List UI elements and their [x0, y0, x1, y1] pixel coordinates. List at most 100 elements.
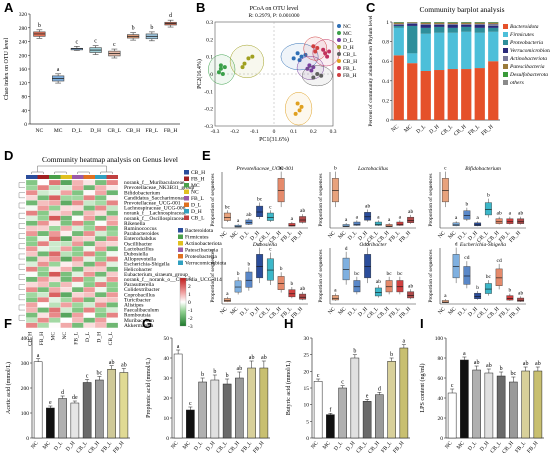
d-row-label: Enterorhabdus: [124, 236, 156, 242]
c-y-tick-label: 1: [386, 20, 389, 26]
g-x-tick-label: D_H: [205, 440, 216, 452]
b-point: [297, 108, 302, 113]
a-y-tick-label: 0: [24, 122, 27, 128]
b-legend-marker: [337, 66, 341, 70]
i-x-tick-label: MC: [456, 440, 466, 451]
b-point: [307, 63, 312, 68]
e-sig-letter: c: [269, 247, 272, 253]
d-cell: [71, 307, 84, 313]
d-cell: [25, 179, 38, 186]
d-cell: [37, 307, 50, 313]
d-cell: [106, 317, 119, 323]
d-cell: [94, 179, 107, 186]
d-group-bar: [26, 175, 38, 179]
d-cell: [94, 230, 107, 237]
d-cell: [94, 251, 107, 257]
i-y-label: LPS content (ng/ml): [419, 364, 426, 413]
d-cell: [106, 287, 119, 293]
d-cell: [94, 190, 107, 196]
i-sig-letter: ab: [486, 363, 492, 369]
d-cell: [71, 236, 84, 242]
d-cell: [83, 307, 96, 313]
e-box: [474, 292, 482, 299]
d-group-bar: [37, 175, 49, 179]
c-bar-segment: [420, 33, 431, 71]
a-x-tick-label: D_L: [72, 128, 83, 134]
d-row-label: Bifidobacterium: [124, 189, 161, 196]
e-box: [517, 218, 525, 224]
i-sig-letter: ab: [523, 361, 529, 367]
d-cell: [60, 225, 73, 232]
d-cell: [83, 205, 96, 211]
d-cell: [48, 241, 61, 247]
e-sig-letter: a: [356, 214, 359, 220]
g-x-tick-label: NC: [170, 440, 180, 450]
i-x-tick-label: D_L: [467, 440, 478, 452]
f-bar: [33, 361, 43, 439]
d-cell: [106, 307, 119, 313]
e-subplot-title: Escherichia-Shigella: [459, 242, 506, 248]
e-box: [441, 178, 449, 203]
c-x-tick-label: MC: [403, 124, 414, 134]
i-bar: [472, 369, 481, 439]
b-point: [313, 49, 318, 54]
c-bar-segment: [407, 23, 418, 26]
e-x-tick-label: FB_H: [290, 306, 304, 320]
b-legend-marker: [337, 73, 341, 77]
h-y-tick-label: 25: [304, 353, 310, 359]
f-x-tick-label: NC: [30, 440, 40, 450]
a-x-tick-label: FB_H: [164, 128, 177, 134]
d-cell: [48, 287, 61, 293]
c-bar-segment: [461, 31, 472, 70]
h-bar: [313, 381, 323, 439]
b-point: [293, 111, 298, 116]
d-cell: [25, 230, 38, 237]
d-cell: [94, 210, 107, 216]
e-sig-letter: a: [377, 214, 380, 220]
i-y-tick-label: 20: [438, 416, 444, 422]
c-bar-segment: [393, 22, 404, 24]
b-legend-label: FB_L: [343, 66, 356, 72]
e-box: [277, 178, 285, 203]
e-x-tick-label: D_L: [239, 230, 251, 242]
d-cell: [94, 200, 107, 206]
f-x-tick-label: CB_H: [87, 440, 101, 455]
d-cell: [60, 302, 73, 308]
d-cell: [37, 322, 50, 328]
e-subplot: Lactobacillus Proportion of sequences b NC a…: [317, 166, 416, 244]
e-box: [374, 287, 382, 297]
d-cell: [71, 287, 84, 293]
c-bar-segment: [488, 25, 499, 28]
c-bar-segment: [407, 53, 418, 64]
g-bar: [259, 367, 269, 439]
e-box: [484, 283, 492, 294]
f-bar: [46, 407, 55, 439]
h-sig-letter: c: [317, 373, 320, 379]
d-row-label: Lactobacillus: [124, 246, 154, 252]
a-y-tick-label: 200: [19, 53, 28, 59]
c-legend-label: Bacteroidota: [510, 24, 539, 30]
h-y-tick-label: 10: [304, 403, 310, 409]
d-cell: [94, 220, 107, 227]
h-x-tick-label: CB_H: [367, 440, 381, 455]
h-bar: [387, 361, 396, 439]
d-row-label: Escherichia-Shigella: [124, 262, 170, 268]
h-x-tick-label: D_L: [333, 440, 344, 452]
e-sig-letter: b: [291, 281, 294, 287]
e-sig-letter: b: [476, 285, 479, 291]
d-cell: [37, 276, 50, 283]
g-sig-letter: c: [189, 401, 192, 407]
c-legend-label: Verrucomicrobiota: [510, 48, 550, 54]
b-point: [327, 49, 332, 54]
d-group-legend-label: D_H: [191, 209, 202, 215]
d-cell: [48, 179, 61, 186]
d-cell: [37, 195, 50, 201]
e-x-tick-label: MC: [447, 230, 458, 241]
d-cell: [83, 185, 96, 191]
g-y-tick-label: 20: [164, 396, 170, 402]
h-bar: [375, 394, 384, 439]
c-bar-segment: [474, 32, 485, 69]
b-legend-label: NC: [343, 24, 351, 30]
d-cell: [71, 271, 84, 277]
